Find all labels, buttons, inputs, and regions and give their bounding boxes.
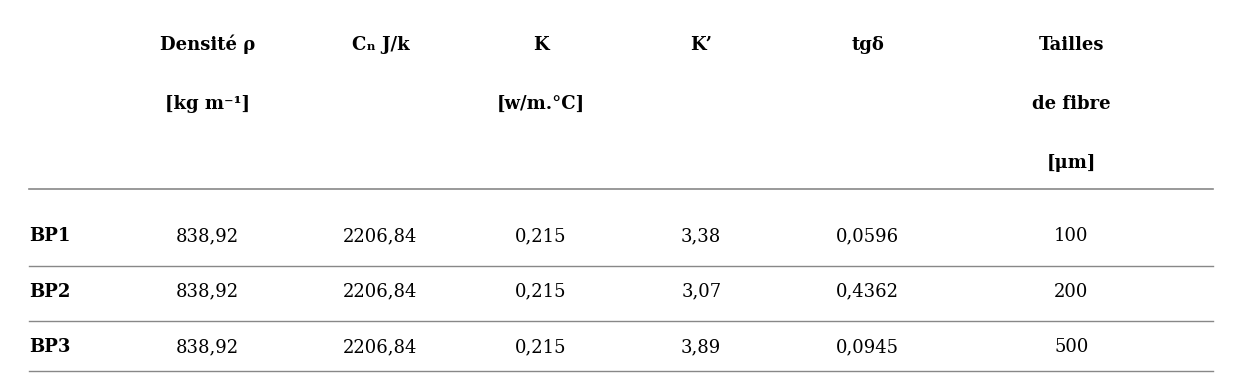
Text: 2206,84: 2206,84 — [343, 283, 417, 301]
Text: 500: 500 — [1054, 338, 1088, 356]
Text: 838,92: 838,92 — [176, 283, 240, 301]
Text: 100: 100 — [1054, 227, 1088, 245]
Text: tgδ: tgδ — [851, 36, 884, 54]
Text: Densité ρ: Densité ρ — [160, 35, 256, 54]
Text: K: K — [533, 36, 549, 54]
Text: 838,92: 838,92 — [176, 227, 240, 245]
Text: BP1: BP1 — [29, 227, 71, 245]
Text: BP2: BP2 — [29, 283, 71, 301]
Text: BP3: BP3 — [29, 338, 71, 356]
Text: 0,215: 0,215 — [515, 338, 566, 356]
Text: 0,0596: 0,0596 — [836, 227, 899, 245]
Text: [μm]: [μm] — [1047, 154, 1095, 172]
Text: 3,07: 3,07 — [681, 283, 722, 301]
Text: Cₙ J/k: Cₙ J/k — [351, 36, 410, 54]
Text: [w/m.°C]: [w/m.°C] — [497, 95, 585, 113]
Text: 0,215: 0,215 — [515, 283, 566, 301]
Text: 2206,84: 2206,84 — [343, 227, 417, 245]
Text: 3,38: 3,38 — [681, 227, 722, 245]
Text: 0,4362: 0,4362 — [836, 283, 899, 301]
Text: 3,89: 3,89 — [681, 338, 722, 356]
Text: [kg m⁻¹]: [kg m⁻¹] — [165, 95, 250, 113]
Text: 0,215: 0,215 — [515, 227, 566, 245]
Text: K’: K’ — [691, 36, 712, 54]
Text: 838,92: 838,92 — [176, 338, 240, 356]
Text: Tailles: Tailles — [1038, 36, 1104, 54]
Text: 2206,84: 2206,84 — [343, 338, 417, 356]
Text: 200: 200 — [1054, 283, 1088, 301]
Text: 0,0945: 0,0945 — [836, 338, 899, 356]
Text: de fibre: de fibre — [1032, 95, 1110, 113]
